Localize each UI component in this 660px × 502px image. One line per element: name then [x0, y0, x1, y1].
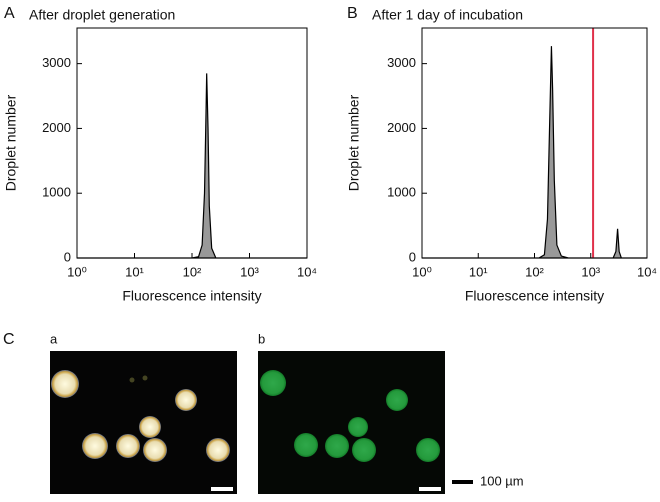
- x-tick-label: 10¹: [469, 264, 488, 279]
- x-axis-label: Fluorescence intensity: [122, 288, 261, 304]
- y-tick-label: 0: [409, 249, 416, 264]
- chart-title: After 1 day of incubation: [372, 7, 523, 23]
- x-tick-label: 10⁴: [297, 264, 317, 279]
- scale-bar-label: 100 µm: [480, 473, 524, 488]
- panel-label: A: [4, 5, 15, 22]
- x-axis-label: Fluorescence intensity: [465, 288, 604, 304]
- x-tick-label: 10³: [240, 264, 259, 279]
- y-axis-label: Droplet number: [346, 94, 362, 191]
- x-tick-label: 10³: [581, 264, 600, 279]
- plot-frame: [421, 27, 648, 259]
- area: [77, 73, 307, 259]
- micrograph-a: [50, 351, 237, 494]
- y-tick-label: 3000: [42, 55, 71, 70]
- micrograph-b: [258, 351, 445, 494]
- chart-title: After droplet generation: [29, 7, 175, 23]
- y-tick-label: 0: [64, 249, 71, 264]
- y-tick-label: 1000: [42, 185, 71, 200]
- x-tick-label: 10⁰: [412, 264, 432, 279]
- x-tick-label: 10²: [183, 264, 202, 279]
- panel-label: C: [3, 331, 15, 348]
- x-tick-label: 10¹: [125, 264, 144, 279]
- y-tick-label: 1000: [387, 185, 416, 200]
- x-tick-label: 10⁴: [637, 264, 657, 279]
- y-tick-label: 2000: [387, 120, 416, 135]
- image-label: b: [258, 331, 265, 346]
- area: [422, 46, 647, 259]
- y-tick-label: 3000: [387, 55, 416, 70]
- y-tick-label: 2000: [42, 120, 71, 135]
- scale-bar: [452, 480, 473, 484]
- x-tick-label: 10⁰: [67, 264, 87, 279]
- plot-frame: [76, 27, 308, 259]
- image-label: a: [50, 331, 58, 346]
- y-axis-label: Droplet number: [3, 94, 19, 191]
- x-tick-label: 10²: [525, 264, 544, 279]
- panel-label: B: [347, 5, 358, 22]
